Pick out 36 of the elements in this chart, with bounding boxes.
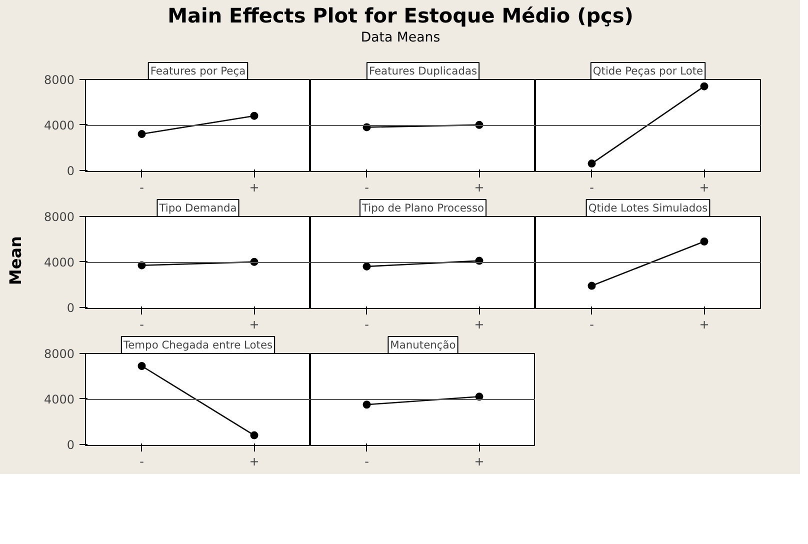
y-tick-label: 0 xyxy=(66,438,75,452)
x-tick-label: + xyxy=(249,454,260,468)
x-tick-label: - xyxy=(590,318,594,332)
x-tick-label: - xyxy=(364,454,369,468)
x-tick-label: + xyxy=(249,318,260,332)
x-tick-label: - xyxy=(590,180,594,194)
x-tick-label: + xyxy=(474,318,484,332)
chart-title: Features por Peça xyxy=(150,64,246,78)
x-tick-label: - xyxy=(140,318,144,332)
y-tick-label: 8000 xyxy=(44,210,75,224)
x-tick-label: - xyxy=(140,454,144,468)
y-tick-label: 0 xyxy=(66,164,75,178)
chart-title: Manutenção xyxy=(390,338,456,352)
x-tick-label: - xyxy=(140,180,144,194)
text: Mean xyxy=(6,236,25,286)
x-tick-label: + xyxy=(699,318,710,332)
x-tick-label: - xyxy=(364,318,369,332)
y-tick-label: 8000 xyxy=(44,347,75,361)
y-tick-label: 4000 xyxy=(44,255,75,270)
chart-title: Tipo Demanda xyxy=(158,202,237,214)
x-tick-label: + xyxy=(474,454,484,468)
chart-title: Qtide Lotes Simulados xyxy=(588,202,708,214)
y-tick-label: 4000 xyxy=(44,118,75,132)
text: Data Means xyxy=(360,30,440,46)
chart-title: Qtide Peças por Lote xyxy=(592,64,704,78)
y-tick-label: 0 xyxy=(66,300,75,315)
x-tick-label: + xyxy=(699,180,710,194)
x-tick-label: + xyxy=(249,180,260,194)
x-tick-label: + xyxy=(474,180,484,194)
chart-title: Tipo de Plano Processo xyxy=(360,202,484,214)
y-tick-label: 4000 xyxy=(44,392,75,406)
y-tick-label: 8000 xyxy=(44,73,75,87)
chart-title: Features Duplicadas xyxy=(368,64,478,78)
chart-title: Tempo Chegada entre Lotes xyxy=(122,338,274,352)
x-tick-label: - xyxy=(364,180,369,194)
text: Main Effects Plot for Estoque Médio (pçs) xyxy=(168,4,634,28)
